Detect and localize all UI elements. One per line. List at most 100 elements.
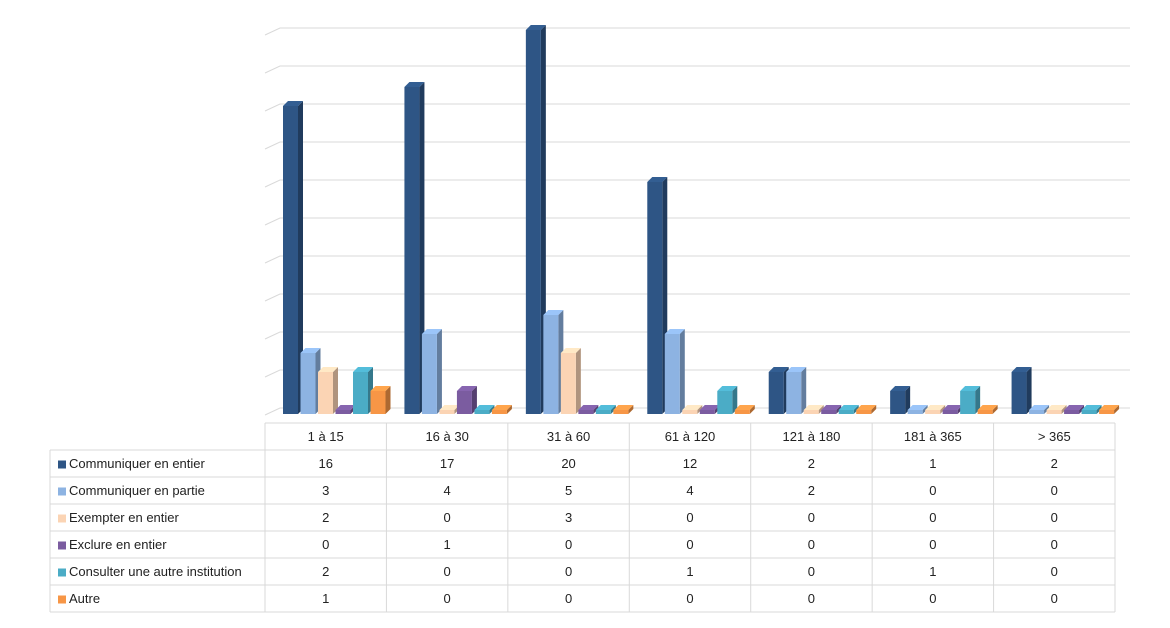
bar [1081, 410, 1097, 414]
bar [318, 372, 333, 414]
table-value: 20 [561, 456, 575, 471]
bar-top [421, 329, 442, 334]
bar-side [1026, 367, 1032, 414]
bar-side [749, 405, 755, 414]
bar-side [1061, 405, 1067, 414]
bar [300, 353, 316, 414]
bar [682, 410, 698, 414]
bar-top [1046, 405, 1067, 410]
bar [421, 334, 437, 414]
legend-swatch [58, 541, 66, 550]
bar-top [664, 329, 685, 334]
bar [404, 87, 420, 414]
bar [578, 410, 594, 414]
x-tick-label: 16 à 30 [425, 429, 468, 444]
legend-label: Communiquer en partie [69, 483, 205, 498]
table-value: 2 [322, 510, 329, 525]
table-value: 2 [808, 456, 815, 471]
bar-top [977, 405, 998, 410]
table-value: 0 [929, 537, 936, 552]
bar-side [992, 405, 998, 414]
bar [491, 410, 507, 414]
bar-side [818, 405, 824, 414]
x-tick-label: 1 à 15 [308, 429, 344, 444]
bar-top [890, 386, 911, 391]
bar-side [1114, 405, 1120, 414]
bar-top [786, 367, 807, 372]
x-tick-label: 181 à 365 [904, 429, 962, 444]
bar-side [853, 405, 859, 414]
bar-side [385, 386, 391, 414]
legend-swatch [58, 514, 66, 523]
table-value: 0 [686, 537, 693, 552]
table-value: 0 [1051, 537, 1058, 552]
bar [942, 410, 958, 414]
bar-side [610, 405, 616, 414]
x-tick-label: 121 à 180 [783, 429, 841, 444]
bar-side [922, 405, 928, 414]
table-value: 0 [322, 537, 329, 552]
bar-side [1079, 405, 1085, 414]
table-value: 1 [929, 456, 936, 471]
bar-side [628, 405, 634, 414]
grid-line [264, 27, 1130, 36]
bar-top [1011, 367, 1032, 372]
bar [353, 372, 368, 414]
bar-side [679, 329, 685, 414]
bar-side [801, 367, 807, 414]
bar-side [593, 405, 599, 414]
table-value: 0 [929, 591, 936, 606]
bar-side [419, 82, 425, 414]
table-value: 0 [1051, 483, 1058, 498]
grid-line [264, 293, 1130, 302]
bar [613, 410, 629, 414]
bar-top [925, 405, 946, 410]
bar-top [734, 405, 755, 410]
grid-line [264, 179, 1130, 188]
bar-top [353, 367, 373, 372]
table-value: 5 [565, 483, 572, 498]
grid-line [264, 141, 1130, 150]
bar [786, 372, 802, 414]
bar-top [1064, 405, 1085, 410]
bar-top [1029, 405, 1050, 410]
bar [664, 334, 680, 414]
grid-line [264, 255, 1130, 264]
legend-label: Communiquer en entier [69, 456, 206, 471]
bar-top [682, 405, 703, 410]
bar-side [975, 386, 981, 414]
table-value: 3 [322, 483, 329, 498]
legend-label: Exempter en entier [69, 510, 180, 525]
table-value: 0 [808, 510, 815, 525]
bar [595, 410, 611, 414]
grid-line [264, 65, 1130, 74]
bar-side [333, 367, 338, 414]
grid-line [264, 103, 1130, 112]
table-value: 2 [1051, 456, 1058, 471]
bar [821, 410, 837, 414]
bar [335, 410, 351, 414]
table-value: 0 [808, 564, 815, 579]
table-value: 4 [686, 483, 693, 498]
table-value: 2 [808, 483, 815, 498]
bar-top [1081, 405, 1102, 410]
legend-swatch [58, 595, 66, 604]
table-value: 4 [444, 483, 451, 498]
table-value: 0 [565, 591, 572, 606]
grid-line [264, 217, 1130, 226]
bar [699, 410, 715, 414]
bar-side [506, 405, 512, 414]
bar-side [489, 405, 495, 414]
bar-top [838, 405, 859, 410]
bar [768, 372, 784, 414]
bar [977, 410, 993, 414]
bar-top [578, 405, 599, 410]
table-value: 0 [1051, 591, 1058, 606]
table-value: 1 [322, 591, 329, 606]
bar [1064, 410, 1080, 414]
bar-top [1099, 405, 1120, 410]
bar-top [856, 405, 877, 410]
bar [907, 410, 923, 414]
